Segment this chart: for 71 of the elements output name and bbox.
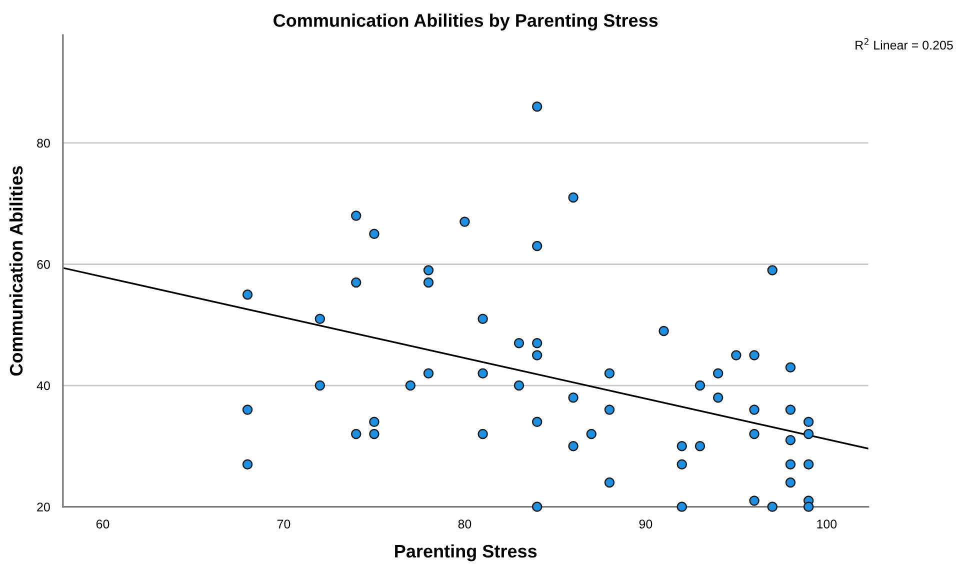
point xyxy=(803,502,814,512)
point xyxy=(405,380,416,391)
point xyxy=(676,441,688,452)
point xyxy=(369,228,380,240)
point xyxy=(676,502,688,512)
point xyxy=(694,380,706,391)
x-tick-label: 100 xyxy=(817,520,837,528)
point xyxy=(423,265,434,276)
point xyxy=(314,380,326,391)
x-tick-label: 90 xyxy=(639,520,652,528)
point xyxy=(712,392,724,403)
point xyxy=(532,240,542,252)
point xyxy=(532,502,542,512)
point xyxy=(803,428,814,440)
point xyxy=(369,416,380,428)
point xyxy=(731,350,742,360)
point xyxy=(568,192,578,203)
x-tick-label: 60 xyxy=(96,520,110,528)
point xyxy=(749,496,760,506)
point xyxy=(767,265,778,276)
point xyxy=(604,477,615,488)
y-tick-label: 60 xyxy=(37,260,50,269)
point xyxy=(694,441,706,452)
point xyxy=(532,338,542,348)
point xyxy=(568,392,578,403)
point xyxy=(350,428,362,440)
point xyxy=(803,459,814,470)
chart-title: Communication Abilities by Parenting Stress xyxy=(274,14,658,31)
point xyxy=(749,350,760,360)
y-tick-label: 20 xyxy=(37,502,50,512)
y-tick-label: 80 xyxy=(37,138,50,148)
point xyxy=(785,459,796,470)
point xyxy=(532,416,542,428)
point xyxy=(785,434,796,446)
point xyxy=(460,216,470,227)
point xyxy=(423,368,434,379)
point xyxy=(767,502,778,512)
point xyxy=(749,428,760,440)
point xyxy=(604,404,615,415)
point xyxy=(242,459,253,470)
point xyxy=(423,277,434,288)
point xyxy=(785,362,796,372)
y-axis-title: Communication Abilities xyxy=(9,166,23,376)
point xyxy=(514,338,524,348)
point xyxy=(658,326,669,336)
point xyxy=(350,277,362,288)
point xyxy=(350,210,362,221)
point xyxy=(568,441,578,452)
point xyxy=(586,428,597,440)
point xyxy=(478,428,488,440)
x-tick-label: 80 xyxy=(458,520,472,528)
point xyxy=(242,404,253,415)
x-axis-title: Parenting Stress xyxy=(395,544,537,562)
point xyxy=(749,404,760,415)
point xyxy=(676,459,688,470)
point xyxy=(712,368,724,379)
point xyxy=(604,368,615,379)
point xyxy=(514,380,524,391)
point xyxy=(532,350,542,360)
point xyxy=(478,314,488,324)
point xyxy=(803,416,814,428)
point xyxy=(369,428,380,440)
point xyxy=(242,289,253,300)
point xyxy=(785,477,796,488)
x-tick-label: 70 xyxy=(277,520,290,528)
point xyxy=(314,314,326,324)
point xyxy=(532,101,542,112)
point xyxy=(785,404,796,415)
annotation: R$^{2}$ Linear = 0.205 xyxy=(856,38,953,50)
point xyxy=(478,368,488,379)
y-tick-label: 40 xyxy=(36,381,50,390)
